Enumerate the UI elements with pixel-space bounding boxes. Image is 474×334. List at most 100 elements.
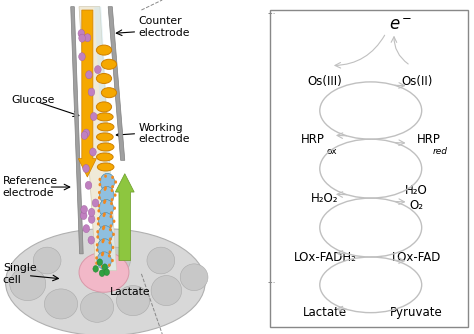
Circle shape <box>98 191 101 194</box>
Text: LOx-FAD: LOx-FAD <box>392 250 441 264</box>
Circle shape <box>101 240 104 243</box>
Circle shape <box>86 71 92 79</box>
Circle shape <box>98 239 112 256</box>
Text: Os(III): Os(III) <box>308 75 342 89</box>
Circle shape <box>93 266 99 272</box>
Circle shape <box>97 252 111 269</box>
Ellipse shape <box>147 247 175 274</box>
Circle shape <box>97 217 100 220</box>
Circle shape <box>81 205 88 213</box>
Circle shape <box>109 215 112 218</box>
FancyBboxPatch shape <box>270 10 467 327</box>
Text: HRP: HRP <box>417 133 440 146</box>
Circle shape <box>111 185 114 188</box>
Circle shape <box>109 250 111 254</box>
Circle shape <box>102 227 105 230</box>
Circle shape <box>104 188 106 191</box>
Ellipse shape <box>96 73 111 84</box>
Text: Reference
electrode: Reference electrode <box>3 176 58 198</box>
Ellipse shape <box>45 289 78 319</box>
Circle shape <box>88 88 95 96</box>
Circle shape <box>92 199 99 207</box>
Ellipse shape <box>97 163 114 171</box>
Polygon shape <box>108 7 125 160</box>
Text: Lactate: Lactate <box>303 306 347 319</box>
Circle shape <box>110 202 113 205</box>
Ellipse shape <box>81 292 114 322</box>
Circle shape <box>85 181 92 189</box>
Circle shape <box>104 199 106 203</box>
Text: Working
electrode: Working electrode <box>138 123 190 144</box>
Circle shape <box>97 259 102 266</box>
Circle shape <box>109 241 111 244</box>
Circle shape <box>83 165 90 173</box>
Circle shape <box>111 176 114 179</box>
Circle shape <box>90 148 96 156</box>
Ellipse shape <box>97 113 113 121</box>
Text: Counter
electrode: Counter electrode <box>138 16 190 37</box>
Ellipse shape <box>9 267 46 301</box>
Ellipse shape <box>97 143 114 151</box>
Circle shape <box>99 183 101 186</box>
Circle shape <box>102 264 108 271</box>
Circle shape <box>111 259 114 262</box>
Text: H₂O
O₂: H₂O O₂ <box>405 184 428 212</box>
Circle shape <box>109 224 112 228</box>
Circle shape <box>79 53 85 61</box>
Circle shape <box>83 129 90 137</box>
Text: Lactate: Lactate <box>109 287 150 297</box>
Circle shape <box>102 214 105 217</box>
Circle shape <box>98 204 100 207</box>
Circle shape <box>81 211 87 219</box>
Ellipse shape <box>102 247 130 274</box>
Ellipse shape <box>151 276 182 306</box>
Ellipse shape <box>96 45 111 55</box>
Polygon shape <box>79 7 117 271</box>
Text: red: red <box>433 147 448 156</box>
Ellipse shape <box>180 264 208 291</box>
Polygon shape <box>71 7 83 254</box>
Ellipse shape <box>97 153 113 161</box>
Circle shape <box>96 230 99 233</box>
Circle shape <box>114 193 117 197</box>
Ellipse shape <box>6 229 205 334</box>
Circle shape <box>99 212 113 230</box>
Ellipse shape <box>117 286 150 316</box>
Text: Glucose: Glucose <box>11 95 55 105</box>
Ellipse shape <box>79 252 129 292</box>
Circle shape <box>108 254 111 258</box>
Circle shape <box>99 178 101 181</box>
Ellipse shape <box>101 88 117 98</box>
Circle shape <box>100 173 115 191</box>
Ellipse shape <box>33 247 61 274</box>
Circle shape <box>109 228 112 231</box>
Circle shape <box>98 196 101 199</box>
Circle shape <box>111 246 114 249</box>
Ellipse shape <box>96 102 111 112</box>
Circle shape <box>97 222 100 225</box>
Circle shape <box>102 238 105 242</box>
Circle shape <box>96 235 99 238</box>
Circle shape <box>99 199 113 217</box>
Circle shape <box>101 265 104 268</box>
Circle shape <box>98 226 112 243</box>
Circle shape <box>96 243 99 246</box>
Circle shape <box>102 225 105 229</box>
Polygon shape <box>94 7 117 271</box>
Circle shape <box>104 174 107 178</box>
Ellipse shape <box>101 59 117 69</box>
Circle shape <box>101 252 104 255</box>
Circle shape <box>99 270 105 277</box>
Circle shape <box>95 262 98 265</box>
Circle shape <box>113 206 116 210</box>
Text: ox: ox <box>327 147 337 156</box>
Circle shape <box>79 34 85 42</box>
Circle shape <box>104 269 109 276</box>
Text: e$^-$: e$^-$ <box>389 16 412 34</box>
Circle shape <box>84 34 91 42</box>
Circle shape <box>91 113 97 121</box>
Circle shape <box>110 189 113 192</box>
Circle shape <box>103 201 106 204</box>
Circle shape <box>109 237 112 241</box>
Circle shape <box>88 208 95 216</box>
